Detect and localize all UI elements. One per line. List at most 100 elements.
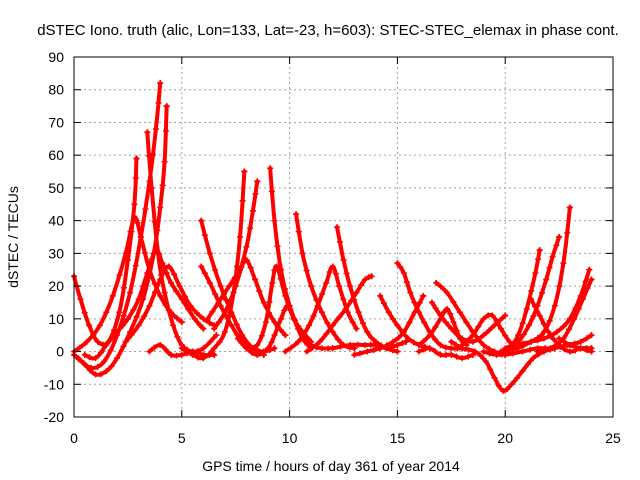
data-point-marker	[329, 345, 336, 352]
data-point-marker	[107, 347, 114, 354]
data-point-marker	[247, 264, 254, 271]
data-point-marker	[346, 342, 353, 348]
y-tick-label: 60	[48, 147, 64, 163]
data-point-marker	[141, 249, 148, 256]
data-point-marker	[556, 335, 563, 342]
data-point-marker	[433, 279, 440, 286]
data-point-marker	[290, 315, 297, 322]
data-point-marker	[161, 289, 168, 296]
data-point-marker	[549, 345, 556, 352]
data-point-marker	[380, 300, 387, 307]
data-point-marker	[530, 355, 537, 362]
data-point-marker	[96, 322, 103, 329]
data-point-marker	[212, 291, 219, 298]
data-point-marker	[550, 336, 557, 343]
data-point-marker	[155, 99, 162, 106]
data-point-marker	[344, 309, 351, 316]
data-point-marker	[534, 345, 541, 352]
data-point-marker	[443, 289, 450, 296]
data-point-marker	[400, 270, 407, 276]
data-point-marker	[269, 279, 276, 286]
data-point-marker	[226, 311, 233, 318]
y-tick-label: -20	[44, 409, 64, 425]
data-point-marker	[116, 309, 123, 316]
data-point-marker	[200, 325, 207, 332]
data-point-marker	[572, 343, 579, 350]
data-point-marker	[463, 319, 470, 326]
data-point-marker	[282, 348, 289, 355]
data-point-marker	[124, 315, 131, 322]
data-point-marker	[500, 387, 507, 394]
data-point-marker	[303, 348, 310, 355]
data-point-marker	[286, 305, 293, 312]
data-point-marker	[243, 256, 250, 263]
data-point-marker	[399, 340, 406, 347]
data-point-marker	[185, 306, 192, 313]
data-point-marker	[442, 344, 449, 351]
data-point-marker	[271, 319, 278, 326]
data-point-marker	[421, 319, 428, 326]
y-tick-label: -10	[44, 376, 64, 392]
data-point-marker	[299, 250, 306, 257]
data-point-marker	[231, 274, 238, 281]
data-point-marker	[557, 343, 564, 350]
data-point-marker	[459, 335, 466, 342]
data-point-marker	[189, 351, 196, 358]
data-point-marker	[367, 341, 374, 348]
y-tick-label: 80	[48, 82, 64, 98]
data-point-marker	[274, 324, 281, 330]
data-point-marker	[394, 348, 401, 355]
data-point-marker	[399, 329, 406, 336]
data-point-marker	[426, 332, 433, 339]
y-tick-label: 20	[48, 278, 64, 294]
data-point-marker	[506, 338, 513, 345]
data-point-marker	[271, 345, 278, 352]
data-point-marker	[364, 348, 371, 355]
data-point-marker	[577, 338, 584, 345]
series-arc-16	[243, 263, 315, 352]
data-point-marker	[389, 316, 396, 323]
data-point-marker	[140, 283, 147, 290]
data-point-marker	[304, 334, 311, 341]
data-point-marker	[213, 332, 220, 339]
data-point-marker	[163, 103, 170, 110]
data-point-marker	[348, 297, 355, 304]
data-point-marker	[337, 343, 344, 350]
data-point-marker	[415, 342, 422, 348]
data-point-marker	[157, 276, 164, 283]
data-point-marker	[316, 338, 323, 345]
data-point-marker	[534, 337, 541, 344]
data-point-marker	[274, 243, 281, 250]
data-point-marker	[329, 322, 336, 329]
data-point-marker	[267, 165, 274, 172]
data-point-marker	[168, 351, 175, 358]
data-point-marker	[75, 355, 82, 362]
data-point-marker	[77, 296, 84, 303]
data-point-marker	[86, 354, 93, 361]
data-point-marker	[432, 336, 439, 343]
data-point-marker	[228, 322, 235, 329]
data-point-marker	[116, 272, 123, 279]
y-tick-label: 10	[48, 311, 64, 327]
data-point-marker	[390, 338, 397, 345]
data-point-marker	[364, 328, 371, 335]
data-point-marker	[465, 353, 472, 360]
data-point-marker	[523, 306, 530, 312]
data-point-marker	[394, 260, 401, 267]
data-point-marker	[368, 334, 375, 341]
series-line	[529, 297, 594, 354]
data-point-marker	[437, 312, 444, 319]
data-point-marker	[282, 332, 289, 339]
data-point-marker	[579, 296, 586, 303]
series-arc-31	[480, 247, 543, 358]
data-point-marker	[394, 342, 401, 348]
data-point-marker	[295, 228, 302, 235]
data-point-marker	[334, 224, 341, 231]
data-point-marker	[309, 344, 316, 351]
data-point-marker	[453, 331, 460, 338]
data-point-marker	[318, 309, 325, 316]
data-point-marker	[519, 320, 526, 327]
data-point-marker	[268, 339, 275, 346]
data-point-marker	[209, 308, 216, 315]
data-point-marker	[216, 338, 223, 345]
